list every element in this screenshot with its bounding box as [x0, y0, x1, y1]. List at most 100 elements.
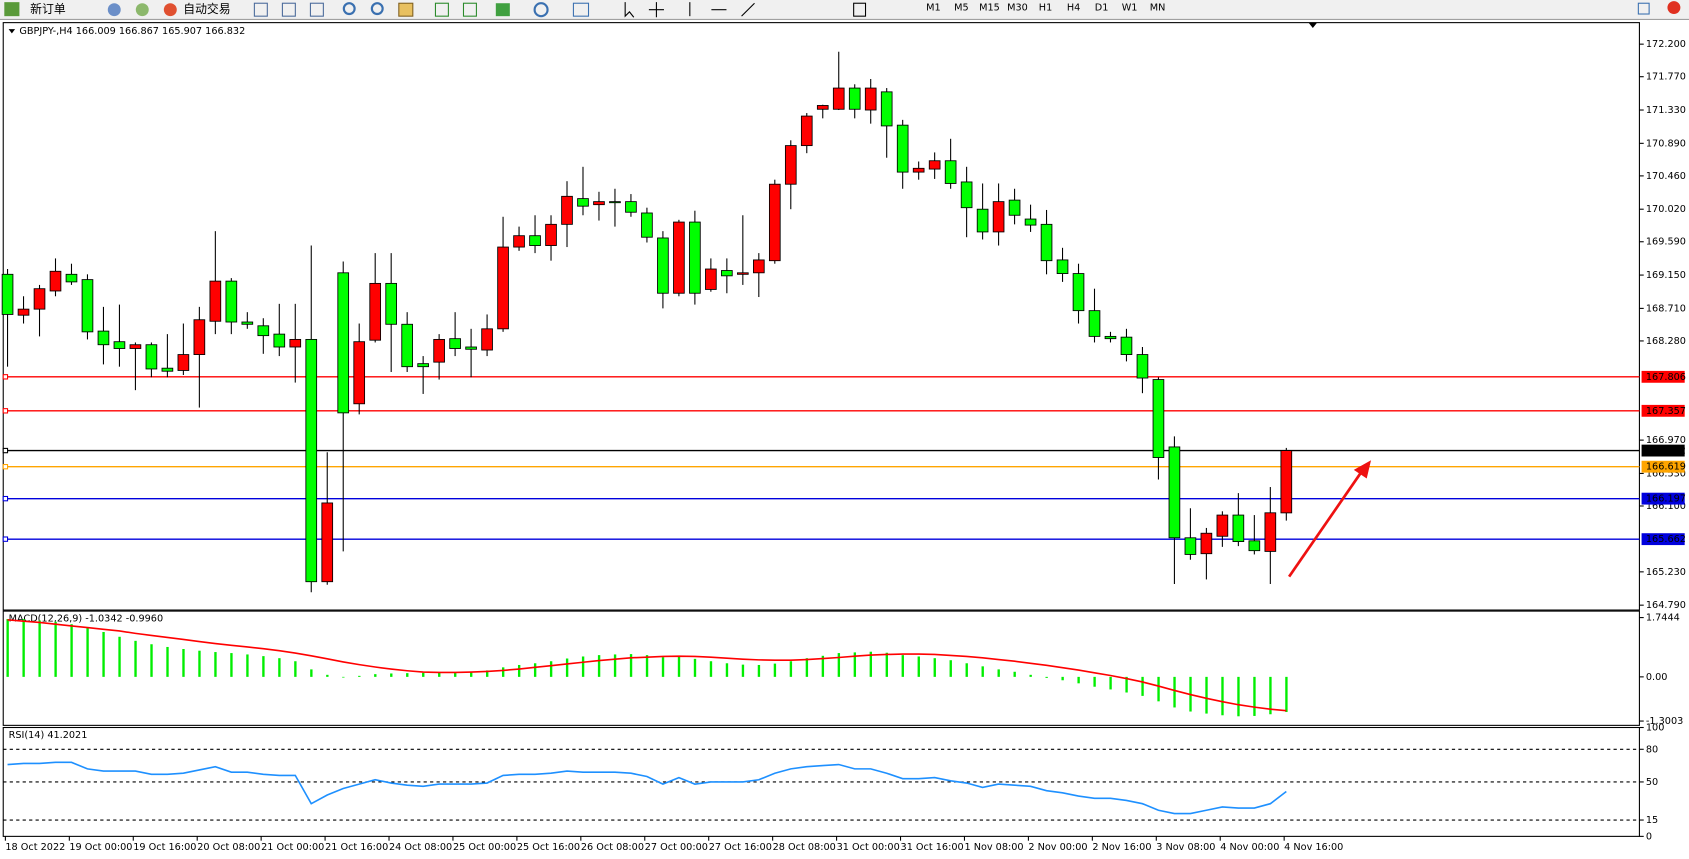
macd-bar — [709, 661, 713, 677]
new-order-icon — [4, 2, 20, 17]
timeframe-button[interactable]: D1 — [1095, 3, 1109, 14]
candle-body — [784, 145, 797, 185]
macd-bar — [805, 658, 809, 677]
macd-bar — [1013, 671, 1016, 677]
cursor-tool[interactable] — [624, 2, 635, 18]
candle-body — [976, 208, 989, 233]
timeframe-button[interactable]: W1 — [1122, 3, 1138, 14]
new-order-button[interactable]: 新订单 — [4, 2, 66, 16]
trendline-tool[interactable] — [741, 2, 755, 17]
toolbar-icon[interactable] — [462, 2, 477, 17]
toolbar-icon[interactable] — [572, 2, 590, 17]
rsi-line — [7, 761, 1287, 815]
x-tick-label: 3 Nov 08:00 — [1156, 842, 1215, 853]
search-icon[interactable] — [1637, 2, 1650, 15]
candle-body — [225, 280, 238, 323]
macd-bar — [933, 658, 936, 677]
macd-bar — [821, 655, 825, 677]
candle-body — [1104, 335, 1117, 340]
macd-bar — [454, 672, 457, 677]
toolbar-icon[interactable] — [281, 2, 296, 17]
zoom-in-icon[interactable] — [342, 2, 356, 16]
candle-body — [800, 115, 813, 147]
y-tick-label: 170.460 — [1646, 171, 1686, 182]
candle-body — [1072, 273, 1085, 312]
macd-bar — [262, 656, 265, 677]
candle-body — [1216, 514, 1229, 537]
timeframe-button[interactable]: H4 — [1067, 3, 1080, 14]
x-tick-label: 21 Oct 00:00 — [261, 842, 324, 853]
macd-bar — [118, 636, 121, 677]
candle-body — [417, 363, 429, 368]
y-tick-label: 169.150 — [1646, 270, 1686, 281]
macd-bar — [1157, 676, 1160, 702]
macd-bar — [885, 652, 888, 677]
price-level-label: 167.806 — [1646, 372, 1686, 383]
candle-body — [880, 91, 893, 127]
macd-bar — [470, 671, 473, 677]
timeframe-button[interactable]: MN — [1150, 3, 1166, 14]
crosshair-tool[interactable] — [648, 2, 664, 18]
macd-bar — [134, 640, 137, 677]
text-tool[interactable] — [853, 2, 867, 17]
candle-body — [529, 235, 541, 246]
toolbar-icon[interactable] — [533, 2, 549, 18]
macd-bar — [214, 652, 217, 677]
candle-body — [705, 268, 717, 290]
macd-bar — [294, 661, 297, 677]
candle-body — [657, 237, 669, 294]
macd-bar — [38, 620, 41, 677]
macd-bar — [869, 651, 873, 677]
candle-body — [289, 338, 302, 348]
timeframe-button[interactable]: M5 — [954, 3, 969, 14]
notification-icon[interactable] — [1667, 1, 1681, 15]
toolbar-icon[interactable] — [495, 3, 510, 17]
candle-body — [1024, 218, 1037, 226]
macd-bar — [565, 658, 569, 677]
macd-signal-line — [7, 618, 1287, 712]
macd-bar — [837, 653, 841, 677]
rsi-title: RSI(14) 41.2021 — [9, 730, 88, 741]
candle-body — [864, 87, 877, 111]
timeframe-button[interactable]: M30 — [1007, 3, 1028, 14]
macd-bar — [1221, 676, 1224, 716]
macd-bar — [581, 656, 585, 677]
toolbar-icon[interactable] — [434, 2, 449, 17]
y-tick-label: 80 — [1646, 744, 1658, 755]
macd-bar — [901, 655, 904, 677]
symbol-marker — [8, 29, 16, 34]
candle-body — [896, 124, 909, 173]
timeframe-button[interactable]: H1 — [1039, 3, 1052, 14]
macd-bar — [326, 674, 329, 677]
toolbar-icon[interactable] — [135, 3, 149, 17]
candle-body — [273, 333, 286, 348]
macd-bar — [358, 675, 361, 677]
macd-bar — [741, 664, 745, 677]
macd-bar — [86, 627, 89, 677]
macd-bar — [70, 624, 73, 677]
macd-bar — [278, 658, 281, 677]
price-level-label-bg — [1641, 370, 1685, 383]
toolbar-icon[interactable] — [107, 3, 121, 17]
y-tick-label: 164.790 — [1646, 600, 1686, 611]
macd-bar — [645, 655, 649, 677]
macd-bar — [406, 673, 409, 677]
macd-bar — [1109, 676, 1112, 690]
candle-body — [912, 167, 925, 173]
macd-bar — [773, 663, 777, 677]
zoom-out-icon[interactable] — [370, 2, 384, 16]
timeframe-button[interactable]: M1 — [926, 3, 941, 14]
y-tick-label: 1.7444 — [1646, 613, 1680, 624]
toolbar-icon[interactable] — [309, 2, 324, 17]
y-tick-label: 0 — [1646, 831, 1652, 842]
macd-bar — [1285, 676, 1288, 713]
x-tick-label: 1 Nov 08:00 — [964, 842, 1023, 853]
toolbar-icon[interactable] — [398, 2, 414, 17]
macd-bar — [486, 670, 489, 677]
auto-trading-button[interactable]: 自动交易 — [163, 2, 231, 16]
candle-body — [129, 344, 142, 349]
timeframe-button[interactable]: M15 — [979, 3, 1000, 14]
toolbar-icon[interactable] — [253, 2, 268, 17]
macd-bar — [22, 619, 25, 677]
new-order-label: 新订单 — [30, 2, 66, 16]
